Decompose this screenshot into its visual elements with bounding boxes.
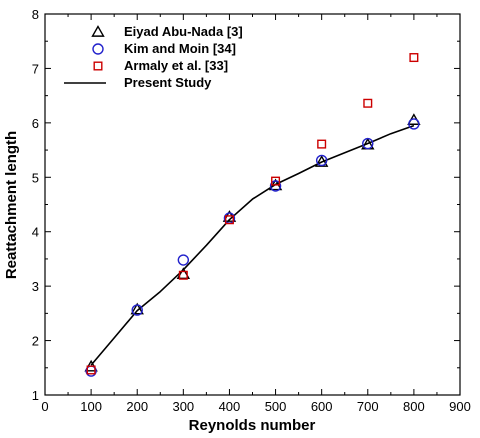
y-tick-label: 6	[32, 116, 39, 131]
data-point-circle	[362, 137, 374, 150]
y-tick-label: 5	[32, 170, 39, 185]
x-tick-label: 100	[80, 399, 102, 414]
data-point-circle	[269, 180, 282, 192]
y-tick-label: 8	[32, 7, 39, 22]
x-tick-label: 500	[265, 399, 287, 414]
x-tick-label: 300	[172, 399, 194, 414]
x-tick-label: 400	[219, 399, 241, 414]
legend-label: Armaly et al. [33]	[124, 58, 228, 73]
y-axis-title: Reattachment length	[3, 131, 20, 279]
x-tick-label: 0	[41, 399, 48, 414]
data-point-triangle	[314, 155, 329, 167]
data-point-square	[363, 98, 373, 108]
data-point-square	[178, 270, 188, 280]
legend-swatch-circle	[92, 43, 104, 55]
y-tick-label: 3	[32, 279, 39, 294]
x-tick-label: 800	[403, 399, 425, 414]
legend-label: Kim and Moin [34]	[124, 41, 236, 56]
axis-tick-labels: 0 100 200 300 400 500 600 700 800 900 1 2 3 4 5 6 7 8	[32, 7, 471, 414]
data-point-square	[271, 176, 281, 186]
y-tick-label: 1	[32, 388, 39, 403]
data-point-triangle	[130, 302, 144, 315]
data-point-circle	[131, 304, 143, 316]
data-point-circle	[315, 154, 328, 167]
data-point-triangle	[176, 267, 191, 279]
plot-frame	[44, 13, 461, 396]
axis-ticks	[44, 13, 461, 396]
data-point-square	[224, 215, 234, 225]
x-tick-label: 700	[357, 399, 379, 414]
data-point-circle	[177, 254, 190, 266]
legend-swatch-square	[93, 61, 103, 71]
data-point-circle	[408, 118, 420, 130]
y-tick-label: 7	[32, 61, 39, 76]
y-tick-label: 2	[32, 334, 39, 349]
series-layer	[84, 53, 421, 377]
x-tick-label: 200	[126, 399, 148, 414]
data-point-square	[409, 53, 419, 63]
x-axis-title: Reynolds number	[189, 417, 316, 434]
data-point-square	[86, 365, 96, 375]
x-tick-label: 900	[449, 399, 471, 414]
x-tick-label: 600	[311, 399, 333, 414]
legend: Eiyad Abu-Nada [3] Kim and Moin [34] Armal…	[64, 24, 243, 90]
legend-label: Present Study	[124, 75, 212, 90]
legend-swatch-triangle	[91, 25, 105, 37]
y-tick-label: 4	[32, 225, 39, 240]
present-study-curve	[90, 124, 415, 366]
data-point-square	[317, 139, 327, 149]
legend-label: Eiyad Abu-Nada [3]	[124, 24, 243, 39]
